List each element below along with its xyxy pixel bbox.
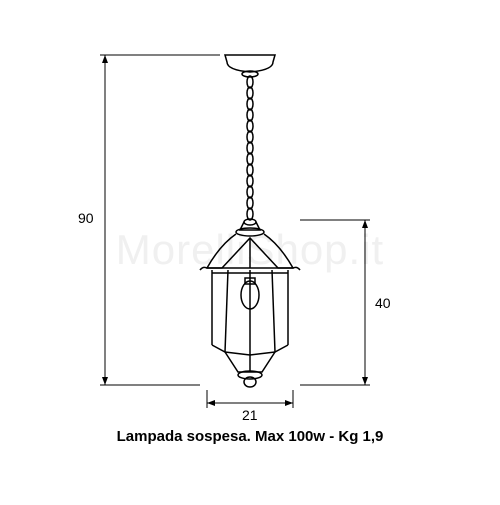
caption-text: Lampada sospesa. Max 100w - Kg 1,9 [0,428,500,445]
label-total-height: 90 [78,210,94,226]
canopy-icon [225,55,275,72]
label-width: 21 [242,407,258,423]
chain-icon [247,76,253,220]
dimension-height-lantern [300,220,370,385]
technical-diagram [0,0,500,500]
lantern-icon [200,219,300,387]
dimension-height-total [100,55,220,385]
label-lantern-height: 40 [375,295,391,311]
dimension-width [207,390,293,408]
